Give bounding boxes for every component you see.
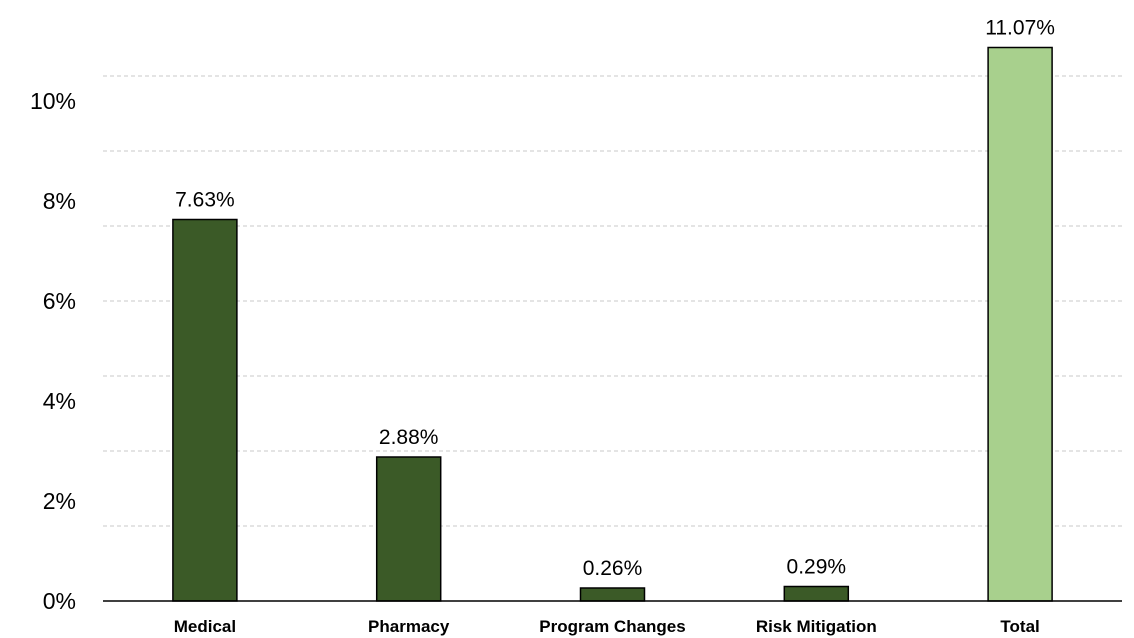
y-tick-label: 8%: [43, 188, 76, 214]
x-tick-label: Medical: [174, 617, 236, 636]
y-tick-label: 2%: [43, 488, 76, 514]
bar-pharmacy: [375, 456, 442, 602]
bar-medical: [172, 218, 238, 602]
gridlines: [103, 75, 1122, 527]
x-tick-label: Total: [1000, 617, 1039, 636]
bar-program-changes: [579, 587, 646, 602]
bar-risk-mitigation: [783, 585, 850, 602]
y-tick-label: 0%: [43, 588, 76, 614]
bar-total: [987, 46, 1053, 602]
x-axis-ticks: Medical Pharmacy Program Changes Risk Mitig…: [174, 617, 1040, 636]
data-labels: 7.63% 2.88% 0.26% 0.29% 11.07%: [175, 17, 1055, 581]
data-label: 2.88%: [379, 426, 439, 449]
y-tick-label: 4%: [43, 388, 76, 414]
y-axis-ticks: 0% 2% 4% 6% 8% 10%: [30, 88, 76, 614]
x-tick-label: Program Changes: [539, 617, 685, 636]
data-label: 11.07%: [985, 17, 1055, 40]
y-tick-label: 6%: [43, 288, 76, 314]
y-tick-label: 10%: [30, 88, 76, 114]
bars: [172, 46, 1053, 602]
data-label: 7.63%: [175, 189, 235, 212]
x-tick-label: Pharmacy: [368, 617, 450, 636]
x-tick-label: Risk Mitigation: [756, 617, 877, 636]
data-label: 0.29%: [787, 556, 847, 579]
data-label: 0.26%: [583, 557, 643, 580]
